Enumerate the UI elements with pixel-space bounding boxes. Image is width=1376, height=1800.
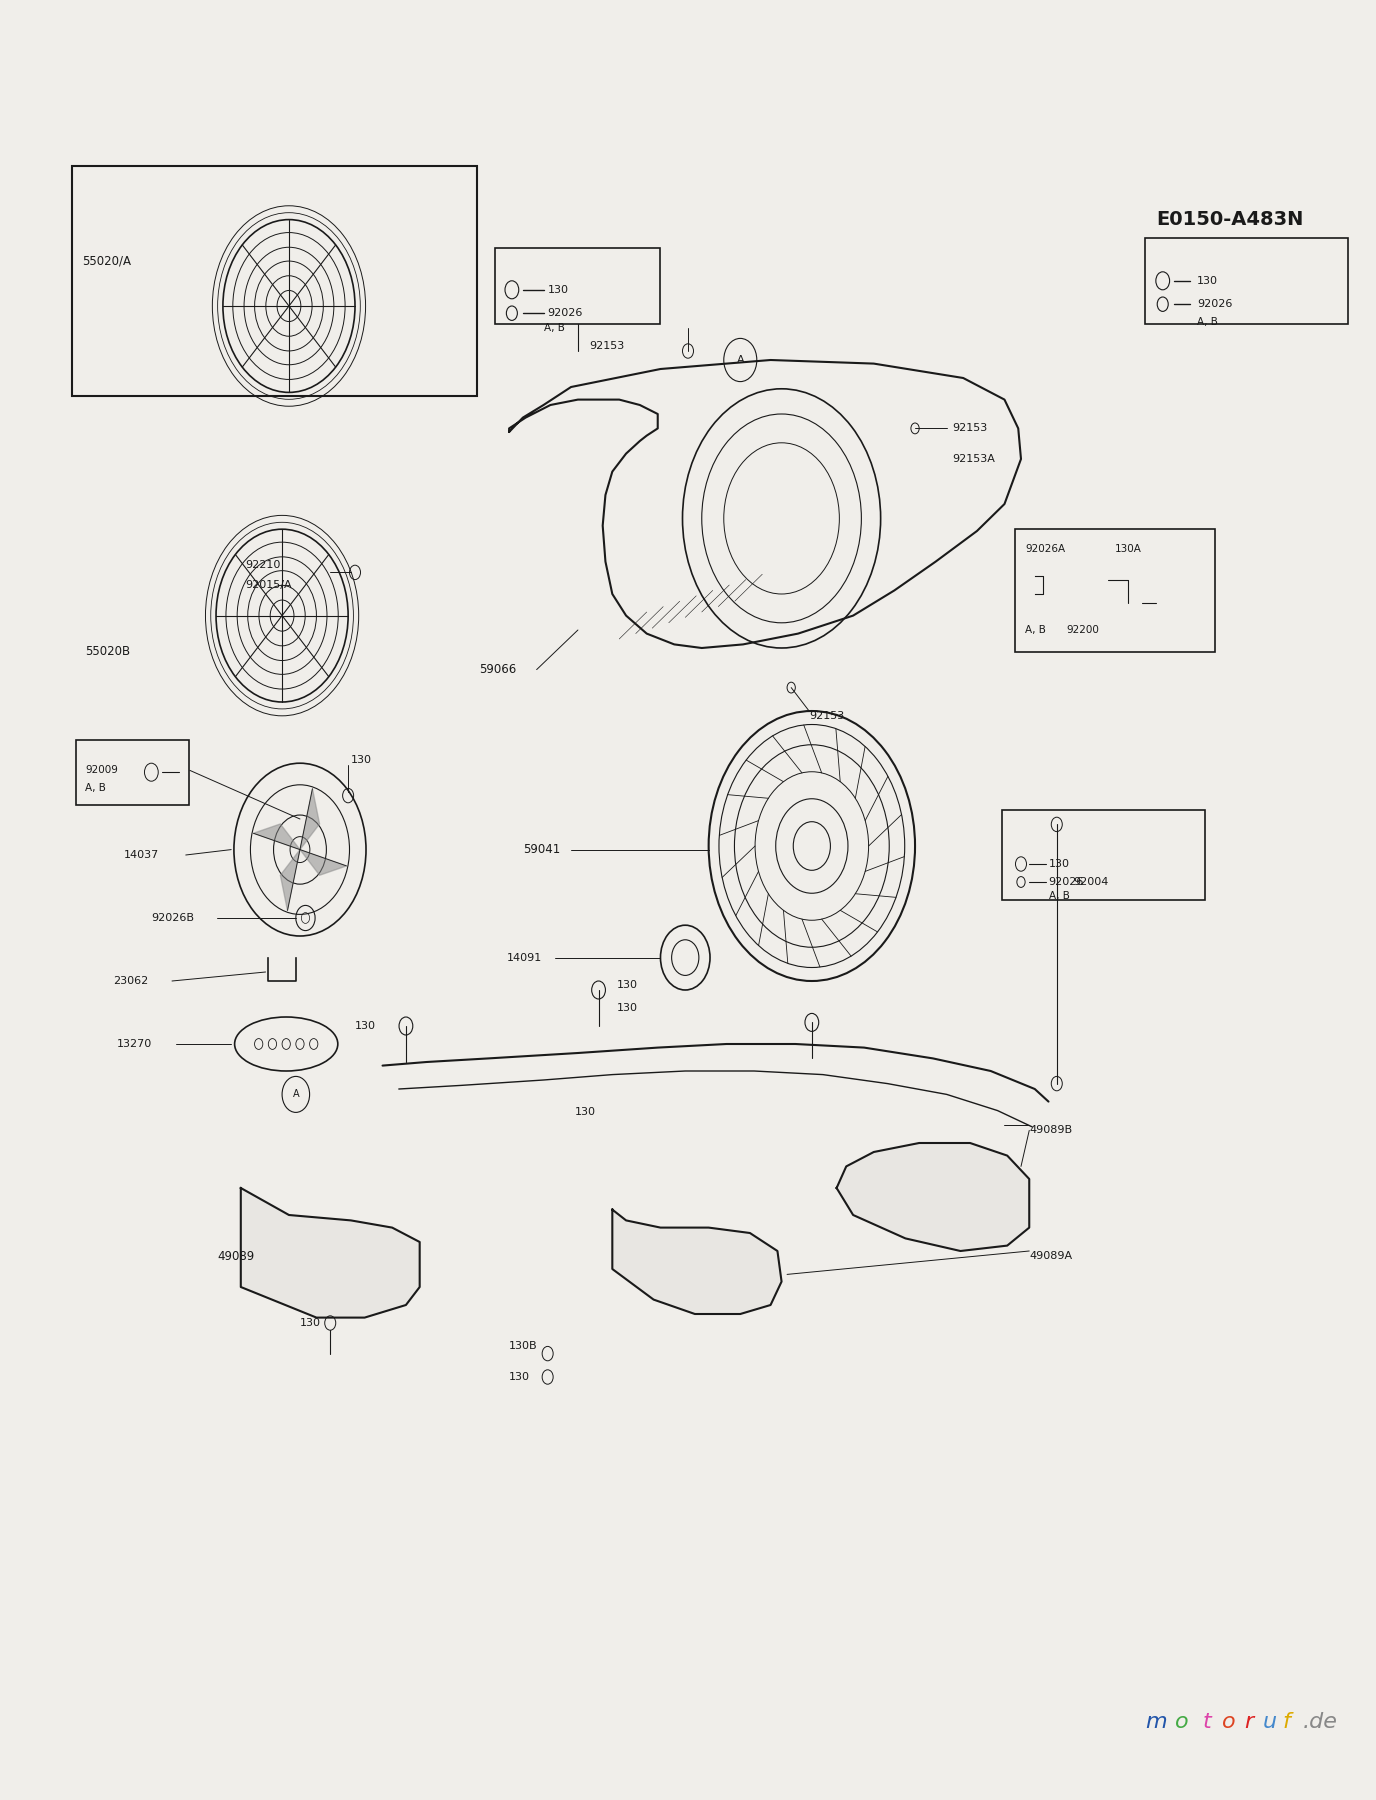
Polygon shape — [300, 850, 347, 875]
Text: .de: .de — [1303, 1712, 1337, 1732]
Bar — [1015, 529, 1215, 652]
Bar — [76, 740, 189, 805]
Text: 92026A: 92026A — [1025, 544, 1065, 554]
Text: 130: 130 — [616, 1003, 637, 1013]
Text: 59041: 59041 — [523, 842, 560, 857]
Polygon shape — [612, 1210, 782, 1314]
Text: f: f — [1282, 1712, 1291, 1732]
Text: 130: 130 — [548, 284, 568, 295]
Text: o: o — [1222, 1712, 1236, 1732]
Bar — [1145, 238, 1348, 324]
Text: 55020B: 55020B — [85, 644, 131, 659]
Text: 92004: 92004 — [1073, 877, 1109, 887]
Text: r: r — [1244, 1712, 1254, 1732]
Text: o: o — [1175, 1712, 1189, 1732]
Text: 92153A: 92153A — [952, 454, 995, 464]
Bar — [72, 166, 477, 396]
Text: A, B: A, B — [544, 322, 564, 333]
Polygon shape — [837, 1143, 1029, 1251]
Text: A, B: A, B — [1049, 891, 1069, 902]
Text: A, B: A, B — [1025, 625, 1046, 635]
Text: 92026: 92026 — [1197, 299, 1233, 310]
Text: 130: 130 — [616, 979, 637, 990]
Text: 13270: 13270 — [117, 1039, 153, 1049]
Polygon shape — [241, 1188, 420, 1318]
Text: 92153: 92153 — [589, 340, 625, 351]
Text: 130: 130 — [355, 1021, 376, 1031]
Text: u: u — [1263, 1712, 1277, 1732]
Text: A: A — [736, 355, 744, 365]
Text: m: m — [1145, 1712, 1167, 1732]
Text: 92153: 92153 — [809, 711, 845, 722]
Text: A, B: A, B — [85, 783, 106, 794]
Text: 130: 130 — [300, 1318, 321, 1328]
Text: 14037: 14037 — [124, 850, 160, 860]
Text: 49089: 49089 — [217, 1249, 255, 1264]
Text: 59066: 59066 — [479, 662, 516, 677]
Text: 55020/A: 55020/A — [83, 254, 132, 268]
Text: 49089B: 49089B — [1029, 1125, 1072, 1136]
Polygon shape — [253, 824, 300, 850]
Text: 92153: 92153 — [952, 423, 988, 434]
Text: 130: 130 — [1049, 859, 1069, 869]
Text: E0150-A483N: E0150-A483N — [1156, 211, 1303, 229]
Text: t: t — [1203, 1712, 1211, 1732]
Bar — [495, 248, 660, 324]
Bar — [1002, 810, 1205, 900]
Text: A, B: A, B — [1197, 317, 1218, 328]
Text: 92026: 92026 — [1049, 877, 1084, 887]
Text: A: A — [293, 1089, 299, 1100]
Text: 130: 130 — [509, 1372, 530, 1382]
Text: 92015/A: 92015/A — [245, 580, 292, 590]
Text: 92009: 92009 — [85, 765, 118, 776]
Text: 130B: 130B — [509, 1341, 538, 1352]
Text: 92210: 92210 — [245, 560, 281, 571]
Text: 130: 130 — [575, 1107, 596, 1118]
Text: 14091: 14091 — [506, 952, 542, 963]
Polygon shape — [281, 850, 300, 911]
Text: 130A: 130A — [1115, 544, 1142, 554]
Polygon shape — [300, 788, 319, 850]
Text: 92026: 92026 — [548, 308, 583, 319]
Text: 130: 130 — [1197, 275, 1218, 286]
Text: 130: 130 — [351, 754, 372, 765]
Text: 92200: 92200 — [1066, 625, 1099, 635]
Text: 49089A: 49089A — [1029, 1251, 1072, 1262]
Text: 92026B: 92026B — [151, 913, 194, 923]
Text: 23062: 23062 — [113, 976, 149, 986]
